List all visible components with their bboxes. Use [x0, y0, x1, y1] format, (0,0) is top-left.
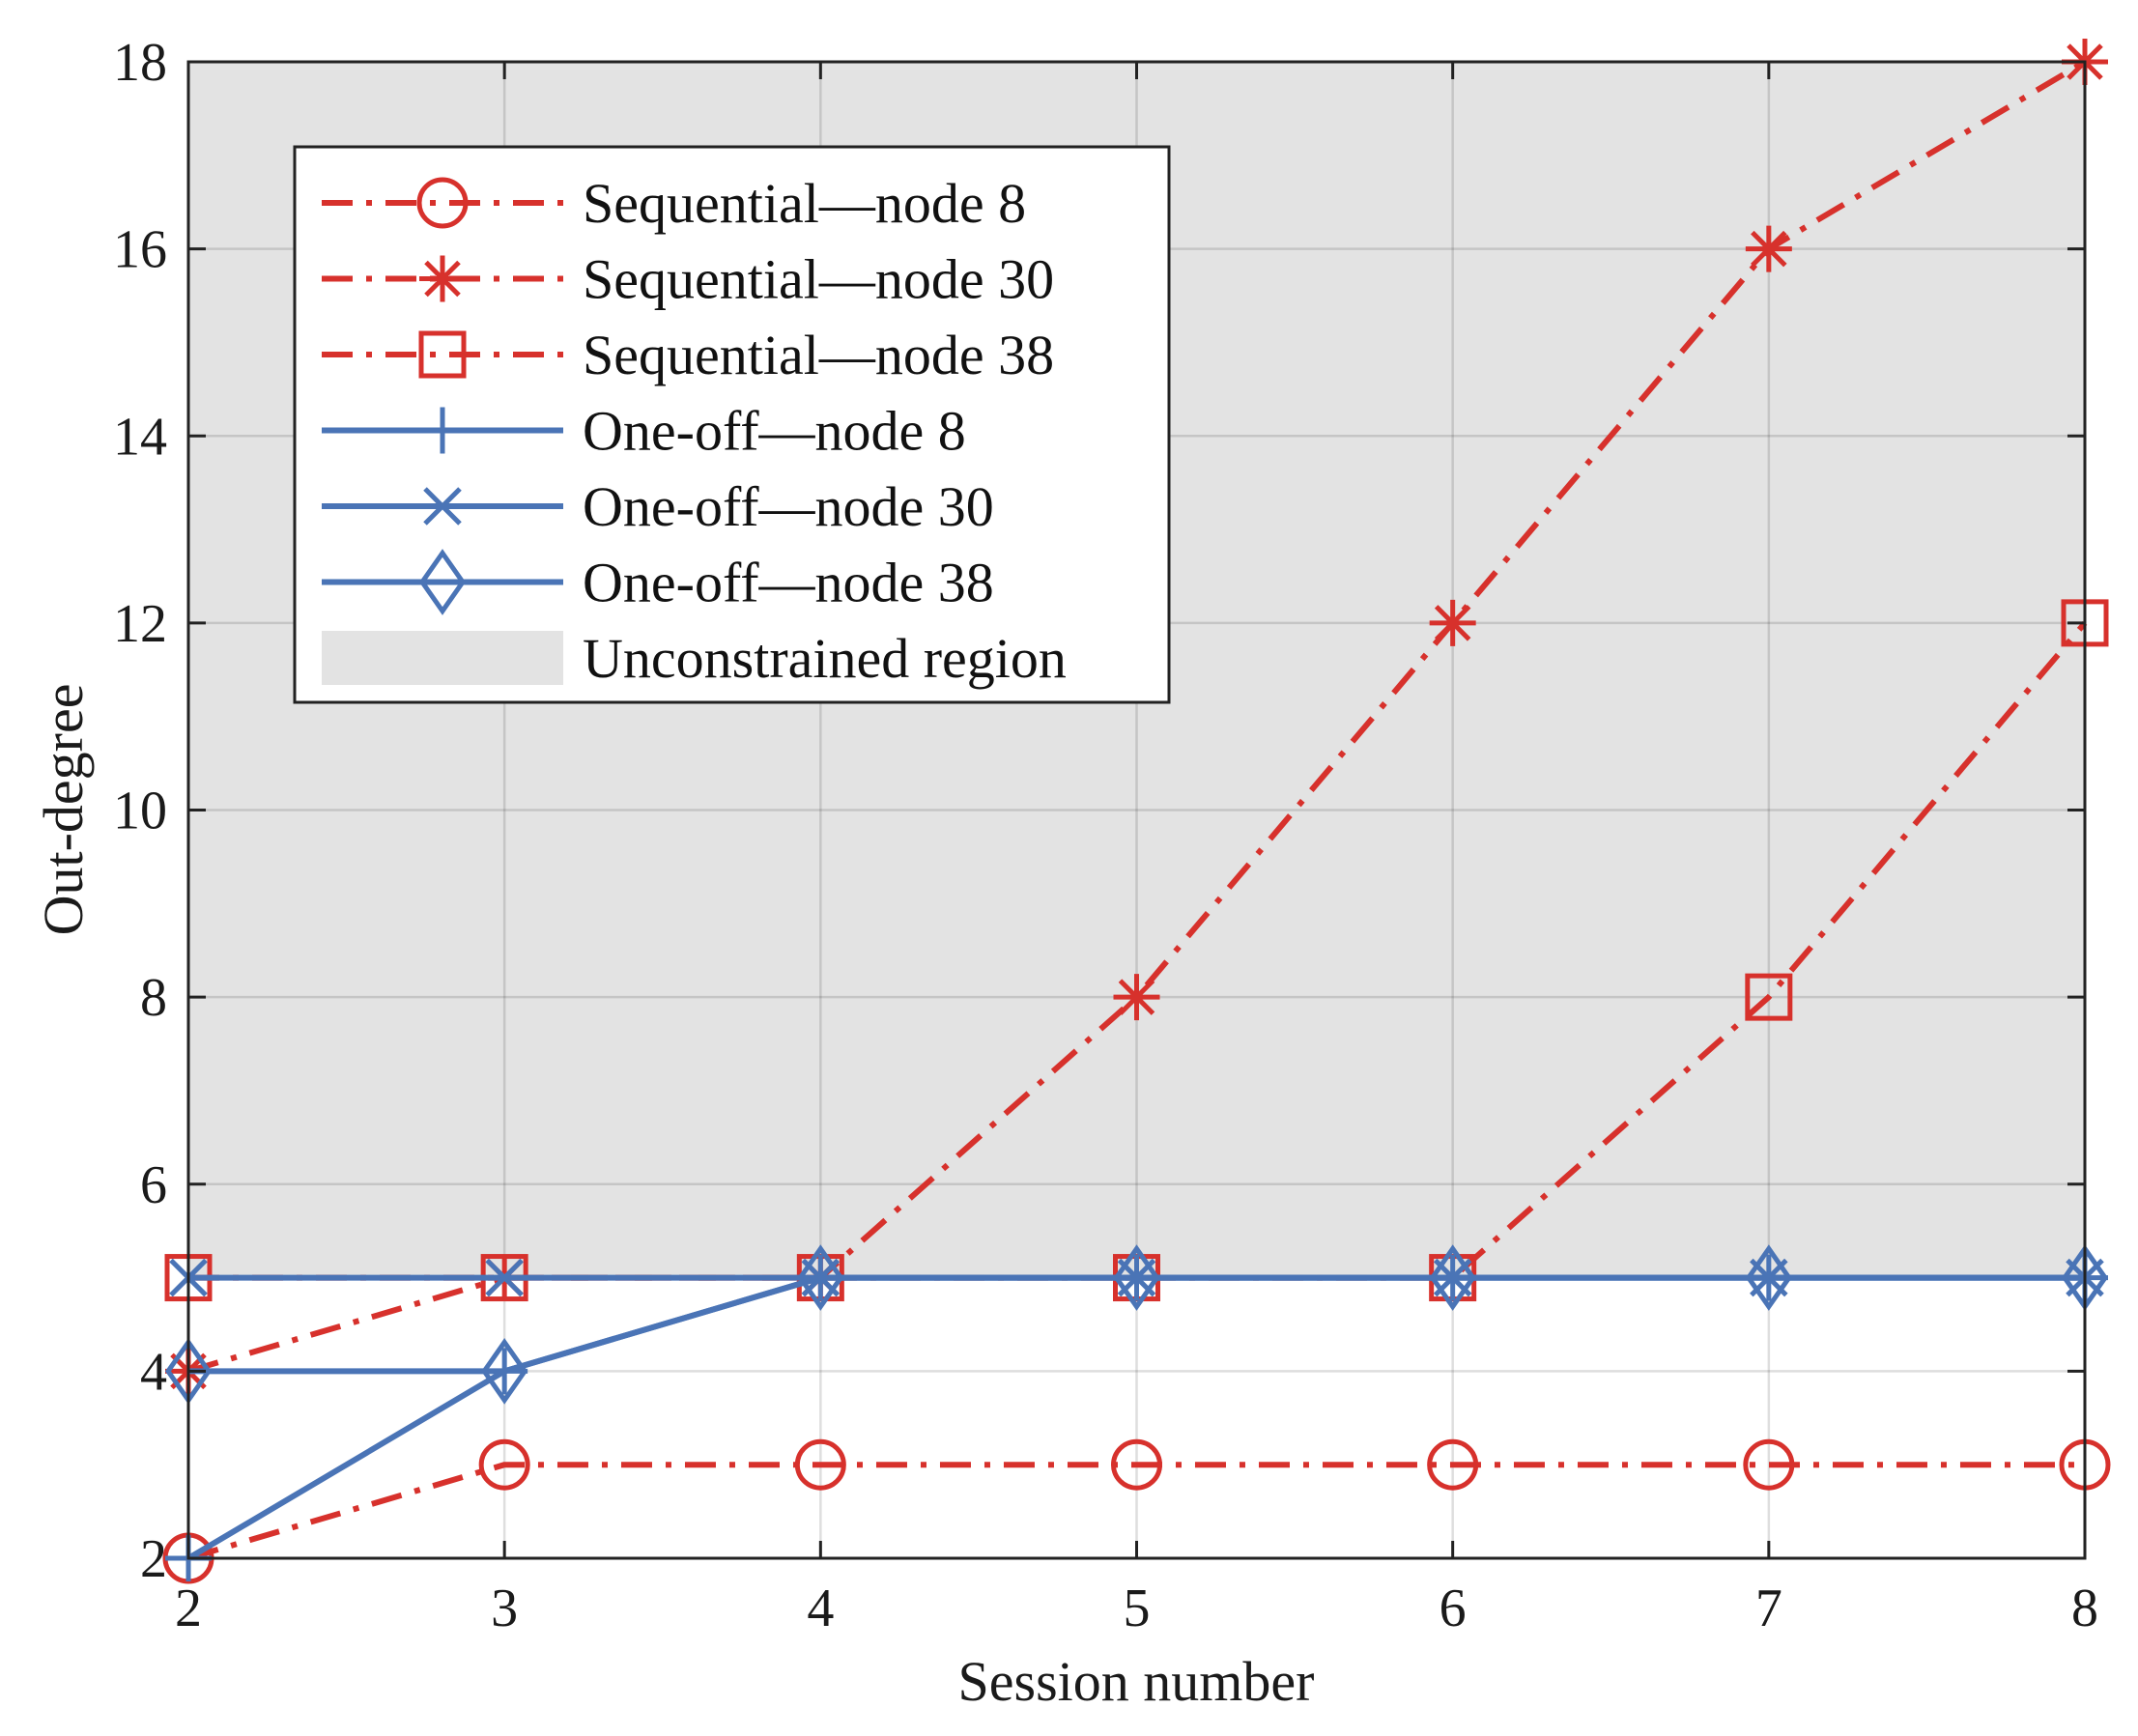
legend-item: Sequential—node 38 [322, 324, 1054, 386]
data-point-diamond [481, 1338, 528, 1405]
legend-label: Sequential—node 8 [583, 172, 1026, 235]
legend-label: Sequential—node 38 [583, 324, 1054, 386]
data-point-x [485, 1258, 524, 1297]
legend-item-region: Unconstrained region [322, 627, 1067, 690]
y-tick-label: 2 [140, 1529, 167, 1589]
legend-label: One-off—node 30 [583, 475, 994, 538]
data-point-asterisk [1429, 599, 1476, 646]
tick-layer: 2 3 4 5 6 7 8 2 4 6 8 10 12 14 16 18 [113, 33, 2098, 1638]
x-tick-label: 3 [491, 1579, 518, 1638]
legend-item: One-off—node 8 [322, 400, 966, 463]
data-point-diamond [1745, 1244, 1792, 1311]
data-point-circle [1743, 1438, 1795, 1491]
x-tick-label: 5 [1124, 1579, 1151, 1638]
series-sequential-node-8 [162, 1438, 2111, 1584]
legend-marker-square [418, 330, 467, 379]
y-tick-label: 18 [113, 33, 167, 93]
legend-label: One-off—node 8 [583, 400, 966, 463]
x-axis-title: Session number [958, 1650, 1315, 1713]
series-line [188, 620, 2088, 1281]
y-tick-label: 8 [140, 968, 167, 1028]
x-tick-label: 7 [1755, 1579, 1782, 1638]
data-point-asterisk [1745, 225, 1792, 272]
y-axis-title: Out-degree [32, 684, 95, 936]
series-line [187, 1462, 2085, 1561]
legend-label: Unconstrained region [583, 627, 1067, 690]
y-tick-label: 16 [113, 220, 167, 280]
data-point-diamond [1113, 1244, 1160, 1311]
data-point-diamond [797, 1244, 844, 1311]
legend-marker-circle [416, 177, 469, 229]
series-one-off-node-38 [164, 1244, 2109, 1405]
y-tick-label: 6 [140, 1155, 167, 1215]
data-point-circle [794, 1438, 846, 1491]
legend-item: One-off—node 30 [322, 475, 994, 538]
legend-region-swatch [322, 631, 563, 685]
legend-marker-x [423, 487, 462, 526]
y-tick-label: 12 [113, 594, 167, 654]
x-tick-label: 8 [2071, 1579, 2098, 1638]
y-tick-label: 10 [113, 782, 167, 841]
legend-marker-asterisk [419, 255, 466, 302]
legend-label: One-off—node 38 [583, 552, 994, 614]
x-tick-label: 6 [1440, 1579, 1467, 1638]
y-tick-label: 4 [140, 1342, 167, 1402]
x-tick-label: 2 [175, 1579, 202, 1638]
data-point-diamond [1429, 1244, 1476, 1311]
series-line [188, 1274, 2085, 1375]
data-point-circle [1111, 1438, 1162, 1491]
legend-label: Sequential—node 30 [583, 248, 1054, 311]
legend-marker-diamond [418, 549, 467, 615]
data-point-circle [1427, 1438, 1479, 1491]
data-point-square [1745, 973, 1793, 1021]
legend: Sequential—node 8 Sequential—node 30 Seque… [293, 145, 1171, 704]
series-layer [162, 39, 2111, 1584]
legend-item: Sequential—node 30 [322, 248, 1054, 311]
y-tick-label: 14 [113, 407, 167, 467]
x-tick-label: 4 [807, 1579, 834, 1638]
data-point-circle [478, 1438, 530, 1491]
legend-item: Sequential—node 8 [322, 172, 1026, 235]
legend-marker-plus [419, 407, 466, 454]
legend-item: One-off—node 38 [322, 549, 994, 615]
data-point-asterisk [1113, 974, 1160, 1021]
